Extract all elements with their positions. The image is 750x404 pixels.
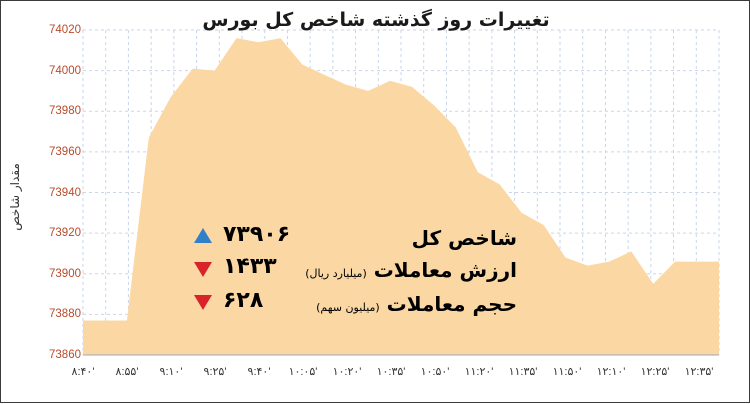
arrow-down-icon: [194, 295, 212, 310]
chart-title: تغییرات روز گذشته شاخص کل بورس: [1, 9, 750, 31]
arrow-down-icon: [194, 262, 212, 277]
y-tick-label: 73940: [37, 187, 81, 199]
y-tick-label: 74000: [37, 65, 81, 77]
stat-label: حجم معاملات (میلیون سهم): [316, 292, 517, 316]
stat-value: ۱۴۳۳: [223, 254, 277, 279]
y-tick-label: 74020: [37, 24, 81, 36]
y-tick-label: 73960: [37, 146, 81, 158]
stat-label: ارزش معاملات (میلیارد ریال): [305, 258, 517, 282]
stat-value: ۶۲۸: [223, 288, 263, 313]
stat-value: ۷۳۹۰۶: [223, 222, 290, 247]
stat-label: شاخص کل: [412, 226, 517, 250]
y-tick-label: 73880: [37, 308, 81, 320]
y-tick-label: 73900: [37, 268, 81, 280]
y-tick-label: 73920: [37, 227, 81, 239]
y-tick-label: 73980: [37, 105, 81, 117]
y-axis-label: مقدار شاخص: [8, 163, 22, 231]
y-tick-label: 73860: [37, 349, 81, 361]
x-tick-label: ۱۲:۳۵': [669, 365, 729, 378]
arrow-up-icon: [194, 228, 212, 243]
